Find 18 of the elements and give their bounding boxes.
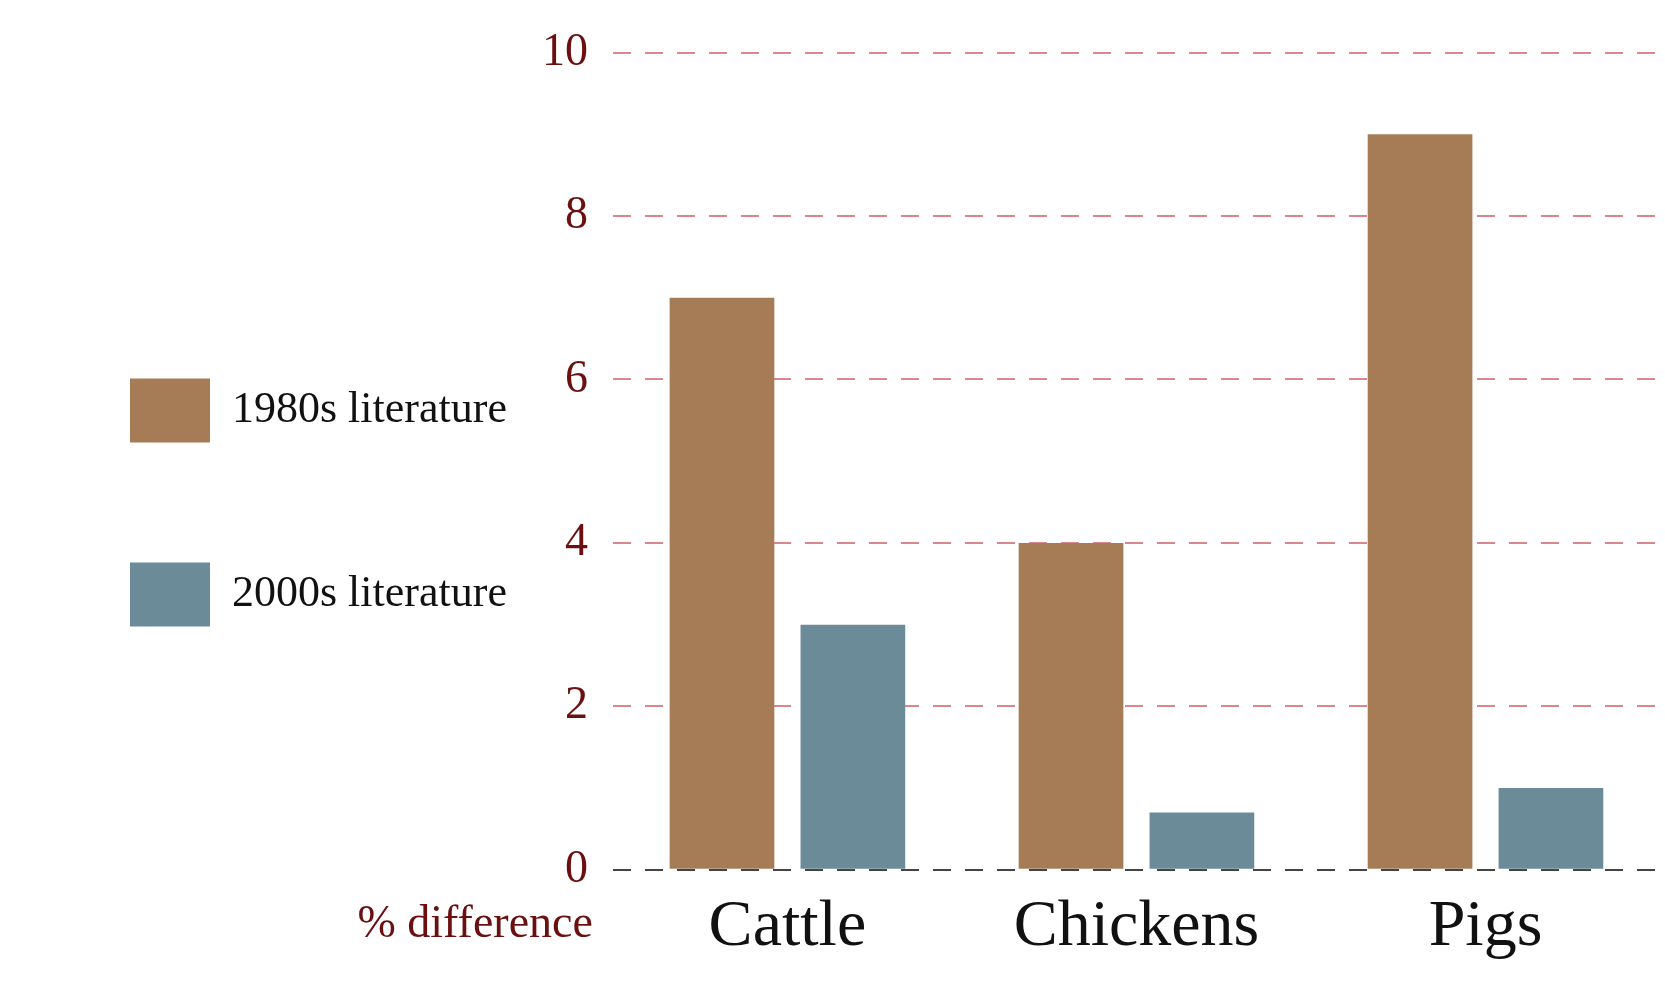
y-tick-label: 8: [564, 187, 588, 239]
x-tick-label: Pigs: [1428, 885, 1543, 959]
x-tick-label: Cattle: [708, 885, 867, 959]
y-tick-label: 4: [564, 514, 588, 565]
bar: [1498, 788, 1604, 869]
x-tick-label: Chickens: [1013, 885, 1260, 959]
y-tick-label: 6: [564, 350, 588, 402]
y-tick-label: 10: [541, 23, 588, 75]
bar: [669, 297, 775, 869]
bar: [1018, 542, 1124, 869]
bar: [1367, 134, 1473, 869]
y-tick-label: 2: [564, 677, 588, 729]
y-axis-title: % difference: [357, 895, 593, 947]
bar: [800, 624, 906, 869]
legend-label: 1980s literature: [232, 383, 507, 433]
legend-label: 2000s literature: [232, 567, 507, 617]
bar: [1149, 812, 1255, 869]
y-tick-label: 0: [564, 840, 588, 892]
